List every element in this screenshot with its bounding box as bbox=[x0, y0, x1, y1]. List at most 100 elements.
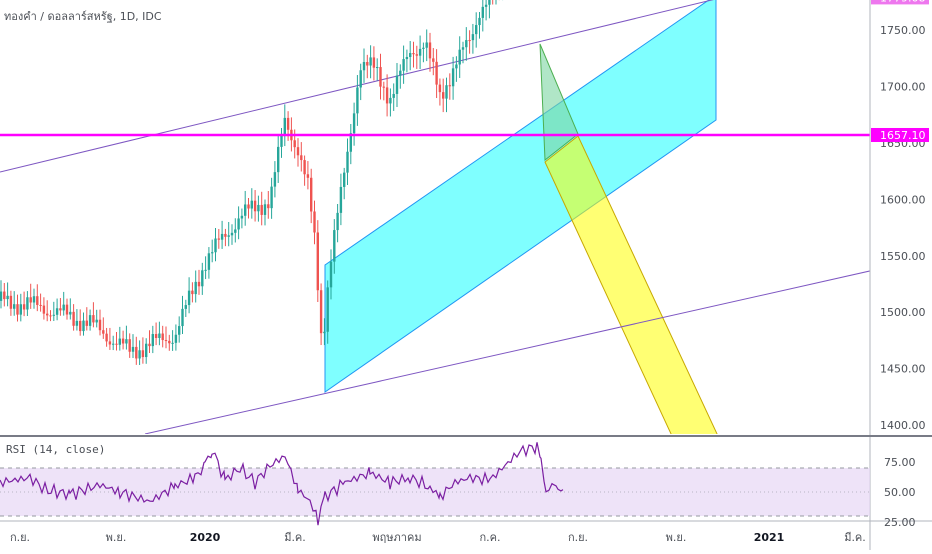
candle-body bbox=[22, 304, 26, 310]
candle-body bbox=[16, 304, 19, 315]
candle-body bbox=[409, 53, 412, 58]
candle-body bbox=[138, 350, 141, 359]
candle-body bbox=[79, 320, 82, 332]
candle-body bbox=[428, 42, 432, 59]
candle-body bbox=[412, 53, 415, 55]
candle-body bbox=[313, 211, 316, 233]
candle-body bbox=[128, 339, 131, 352]
candle-body bbox=[405, 57, 409, 60]
candle-body bbox=[468, 40, 471, 42]
candle-body bbox=[112, 343, 115, 345]
y-tick-label: 1450.00 bbox=[880, 363, 926, 376]
candle-body bbox=[247, 204, 250, 209]
candle-body bbox=[267, 204, 270, 209]
candle-body bbox=[402, 59, 405, 71]
rsi-tick-label: 75.00 bbox=[884, 456, 916, 469]
candle-body bbox=[174, 334, 178, 343]
candle-body bbox=[237, 218, 240, 230]
candle-body bbox=[250, 200, 253, 209]
candle-body bbox=[39, 304, 42, 306]
price-level-tag bbox=[871, 0, 929, 5]
x-tick-label: 2020 bbox=[190, 531, 221, 544]
candle-body bbox=[392, 93, 395, 98]
candle-body bbox=[349, 133, 352, 152]
candle-body bbox=[131, 346, 135, 352]
candle-body bbox=[257, 204, 260, 212]
candle-body bbox=[105, 333, 108, 342]
candle-body bbox=[244, 204, 247, 216]
candle-body bbox=[95, 319, 98, 323]
candle-body bbox=[204, 269, 207, 271]
candle-body bbox=[372, 57, 376, 68]
candle-body bbox=[399, 70, 402, 76]
x-tick-label: มี.ค. bbox=[284, 531, 306, 544]
candle-body bbox=[49, 315, 52, 317]
x-tick-label: ก.ย. bbox=[10, 531, 30, 544]
candle-body bbox=[286, 117, 290, 130]
candle-body bbox=[32, 296, 36, 303]
candle-body bbox=[303, 160, 306, 175]
candle-body bbox=[214, 238, 217, 253]
candle-body bbox=[435, 61, 438, 85]
candle-body bbox=[220, 233, 224, 240]
candle-body bbox=[217, 238, 220, 240]
candle-body bbox=[178, 326, 181, 335]
candle-body bbox=[36, 296, 39, 305]
candle-body bbox=[3, 291, 6, 300]
candle-body bbox=[187, 290, 191, 306]
candle-body bbox=[46, 313, 49, 316]
candle-body bbox=[161, 333, 164, 341]
candle-body bbox=[343, 172, 346, 187]
candle-body bbox=[270, 186, 273, 209]
candle-body bbox=[42, 305, 46, 314]
candle-body bbox=[445, 85, 448, 99]
y-tick-label: 1500.00 bbox=[880, 306, 926, 319]
y-tick-label: 1700.00 bbox=[880, 81, 926, 94]
candle-body bbox=[69, 311, 72, 315]
candle-body bbox=[376, 67, 379, 69]
candle-body bbox=[329, 261, 333, 288]
projection-channel bbox=[544, 135, 718, 434]
candle-body bbox=[339, 186, 343, 213]
candle-body bbox=[333, 230, 336, 262]
candle-body bbox=[6, 295, 9, 300]
candle-body bbox=[115, 343, 118, 345]
candle-body bbox=[59, 308, 62, 311]
candle-body bbox=[415, 54, 418, 56]
candle-body bbox=[171, 342, 174, 344]
candle-body bbox=[253, 200, 257, 212]
candle-body bbox=[154, 334, 158, 338]
candle-body bbox=[197, 281, 201, 287]
candle-body bbox=[438, 84, 442, 93]
candle-body bbox=[108, 341, 112, 345]
candle-body bbox=[260, 204, 263, 215]
candle-body bbox=[263, 204, 267, 215]
candle-body bbox=[207, 253, 211, 270]
candle-body bbox=[323, 331, 326, 334]
candle-body bbox=[0, 291, 3, 301]
candle-body bbox=[310, 177, 313, 212]
candle-body bbox=[26, 297, 29, 310]
candle-body bbox=[356, 87, 359, 114]
candle-body bbox=[158, 333, 161, 338]
main-pane bbox=[0, 0, 870, 434]
candle-body bbox=[75, 320, 79, 326]
candle-body bbox=[85, 320, 88, 326]
candle-body bbox=[362, 62, 366, 71]
candle-body bbox=[283, 117, 286, 136]
candle-body bbox=[92, 315, 95, 323]
rsi-title: RSI (14, close) bbox=[6, 443, 106, 456]
y-tick-label: 1550.00 bbox=[880, 250, 926, 263]
candle-body bbox=[481, 6, 484, 18]
candle-body bbox=[293, 140, 296, 148]
candle-body bbox=[141, 350, 145, 358]
candle-body bbox=[184, 305, 187, 309]
candle-body bbox=[395, 75, 399, 94]
candle-body bbox=[135, 346, 138, 359]
candle-body bbox=[422, 47, 425, 49]
candle-body bbox=[418, 48, 422, 56]
candle-body bbox=[181, 308, 184, 327]
lower-trend-line bbox=[144, 270, 870, 434]
